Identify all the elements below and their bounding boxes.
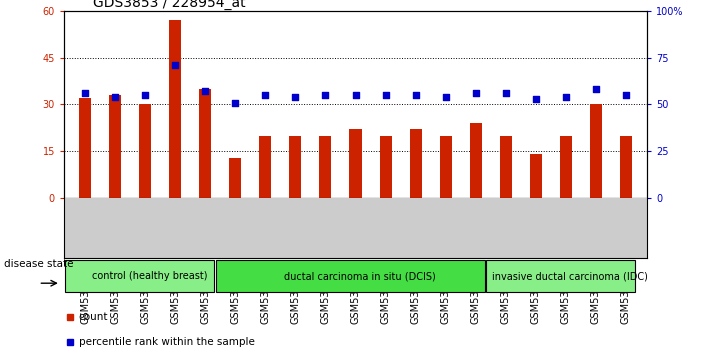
- Bar: [350, 130, 361, 198]
- Bar: [79, 98, 91, 198]
- Bar: [139, 104, 151, 198]
- Point: [350, 92, 361, 98]
- Text: control (healthy breast): control (healthy breast): [92, 271, 208, 281]
- Point: [109, 94, 121, 100]
- FancyBboxPatch shape: [65, 260, 214, 292]
- Point: [289, 94, 301, 100]
- Bar: [470, 123, 482, 198]
- Point: [80, 90, 91, 96]
- Bar: [439, 136, 451, 198]
- Bar: [109, 95, 121, 198]
- Point: [380, 92, 391, 98]
- Bar: [319, 136, 331, 198]
- Bar: [410, 130, 422, 198]
- Point: [500, 90, 511, 96]
- Point: [139, 92, 151, 98]
- Point: [560, 94, 572, 100]
- Point: [440, 94, 451, 100]
- Point: [260, 92, 271, 98]
- Bar: [289, 136, 301, 198]
- Bar: [530, 154, 542, 198]
- Bar: [380, 136, 392, 198]
- FancyBboxPatch shape: [215, 260, 485, 292]
- Text: invasive ductal carcinoma (IDC): invasive ductal carcinoma (IDC): [493, 271, 648, 281]
- Bar: [500, 136, 512, 198]
- Text: disease state: disease state: [4, 259, 73, 269]
- Bar: [199, 89, 211, 198]
- Text: GDS3853 / 228954_at: GDS3853 / 228954_at: [93, 0, 246, 10]
- Point: [230, 100, 241, 105]
- Bar: [260, 136, 272, 198]
- Point: [470, 90, 481, 96]
- Point: [620, 92, 631, 98]
- Bar: [620, 136, 632, 198]
- Point: [200, 88, 211, 94]
- Bar: [590, 104, 602, 198]
- Text: count: count: [78, 312, 108, 322]
- Point: [169, 62, 181, 68]
- Point: [530, 96, 542, 102]
- Bar: [229, 158, 241, 198]
- Point: [410, 92, 422, 98]
- Point: [320, 92, 331, 98]
- FancyBboxPatch shape: [486, 260, 635, 292]
- Bar: [560, 136, 572, 198]
- Point: [590, 87, 602, 92]
- Text: percentile rank within the sample: percentile rank within the sample: [78, 337, 255, 347]
- Text: ductal carcinoma in situ (DCIS): ductal carcinoma in situ (DCIS): [284, 271, 436, 281]
- Bar: [169, 20, 181, 198]
